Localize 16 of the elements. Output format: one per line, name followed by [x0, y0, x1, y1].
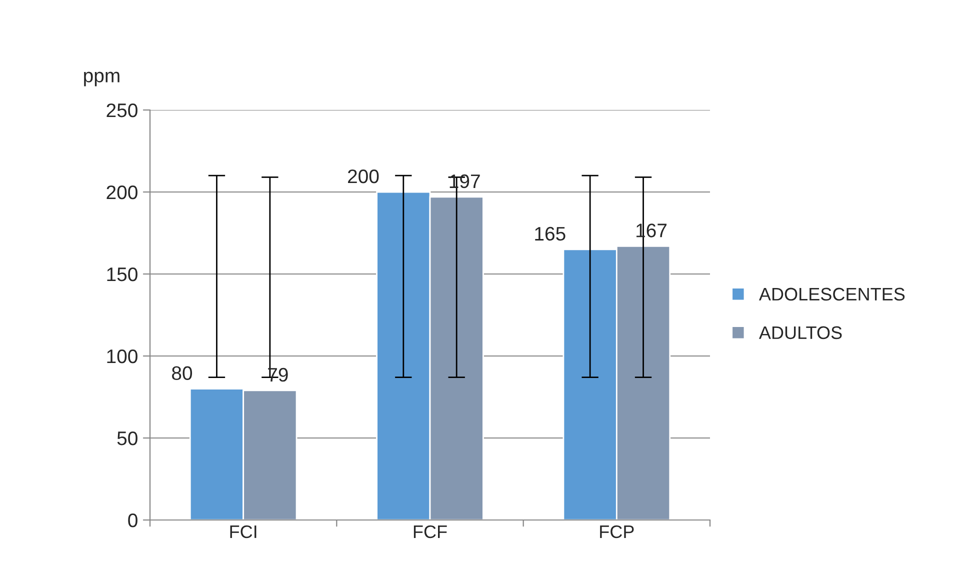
data-label: 165 [535, 226, 566, 241]
y-tick-label: 200 [106, 185, 138, 200]
legend-label: ADULTOS [758, 326, 842, 340]
x-tick-label: FCF [414, 525, 447, 538]
data-label: 79 [268, 368, 288, 382]
y-tick-label: 150 [107, 267, 138, 282]
y-axis-title: ppm [84, 72, 120, 86]
legend-label: ADOLESCENTES [758, 288, 905, 301]
y-tick-label: 100 [107, 349, 138, 364]
data-label: 200 [348, 169, 379, 184]
y-tick-label: 0 [128, 513, 138, 528]
y-tick-label: 250 [106, 103, 138, 118]
y-tick-label: 50 [117, 431, 138, 446]
x-tick-label: FCI [230, 525, 256, 538]
x-tick-label: FCP [600, 525, 634, 538]
data-label: 80 [172, 366, 192, 380]
